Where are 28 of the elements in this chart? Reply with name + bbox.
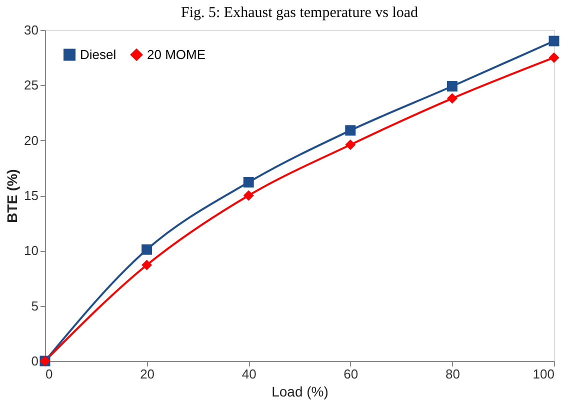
x-tick-label: 60 <box>344 366 358 382</box>
y-tick-label: 30 <box>24 22 38 38</box>
x-tick-label: 0 <box>46 366 53 382</box>
point <box>243 190 254 201</box>
legend-label: 20 MOME <box>147 46 206 62</box>
y-tick-label: 0 <box>31 354 38 368</box>
point <box>345 140 356 150</box>
y-axis-title: BTE (%) <box>4 169 20 223</box>
point <box>548 36 560 46</box>
y-tick-label: 20 <box>24 132 38 148</box>
x-axis-title: Load (%) <box>272 384 328 400</box>
point <box>345 125 356 136</box>
y-tick-label: 25 <box>24 78 38 93</box>
point <box>243 177 254 188</box>
x-tick-label: 20 <box>140 366 155 382</box>
point <box>142 260 152 270</box>
y-tick-label: 5 <box>31 298 38 314</box>
x-tick-label: 40 <box>242 366 256 382</box>
y-tick-label: 10 <box>24 243 38 258</box>
point <box>446 81 458 92</box>
x-tick-label: 80 <box>445 366 460 382</box>
point <box>142 244 152 255</box>
point <box>548 52 560 63</box>
legend-label: Diesel <box>80 46 116 62</box>
point <box>446 93 458 104</box>
chart-title: Fig. 5: Exhaust gas temperature vs load <box>180 5 419 21</box>
x-tick-label: 100 <box>532 366 554 382</box>
y-tick-label: 15 <box>24 188 38 203</box>
